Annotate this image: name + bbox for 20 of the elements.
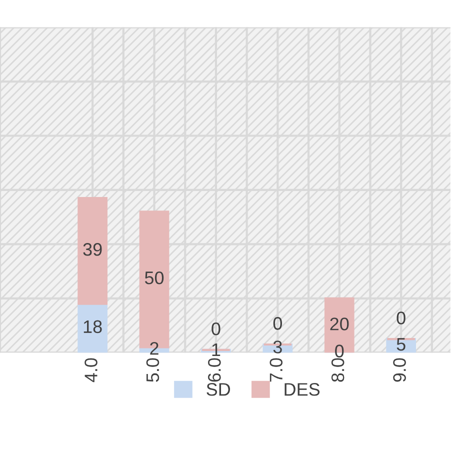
data-label: 39	[83, 243, 102, 256]
data-label: 2	[150, 342, 158, 355]
data-label: 1	[212, 344, 220, 356]
x-tick-label: 7.0	[270, 358, 283, 382]
x-tick-label: 5.0	[146, 358, 160, 382]
x-tick-label: 4.0	[84, 358, 98, 382]
data-label: 3	[273, 340, 282, 354]
legend-label: SD	[206, 383, 230, 396]
data-label: 5	[396, 338, 406, 351]
data-label: 18	[84, 320, 102, 334]
data-label: 20	[330, 318, 349, 330]
legend-label: DES	[284, 383, 320, 396]
data-label: 0	[212, 322, 220, 336]
x-tick-label: 8.0	[331, 358, 344, 382]
data-label: 0	[396, 312, 406, 324]
x-tick-label: 9.0	[393, 358, 406, 382]
x-tick-label: 6.0	[208, 358, 221, 382]
data-label: 0	[273, 317, 282, 330]
data-label: 50	[144, 271, 164, 284]
data-label: 0	[335, 344, 344, 358]
